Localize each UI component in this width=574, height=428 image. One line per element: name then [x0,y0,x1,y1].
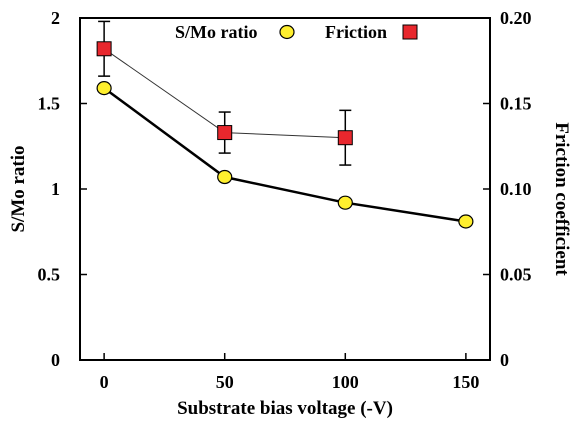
y-left-tick-label: 1.5 [38,94,61,114]
y-right-axis-label: Friction coefficient [551,122,572,276]
s-mo-ratio-line [103,87,467,223]
y-left-tick-label: 1 [51,179,60,199]
legend-marker-s-mo-ratio [279,24,295,40]
legend-marker-friction [402,24,418,40]
y-right-tick-label: 0.05 [500,265,532,285]
x-tick-label: 150 [452,372,479,392]
s-mo-ratio-point [458,214,474,229]
legend-label-friction: Friction [325,22,387,42]
friction-point [337,130,353,146]
s-mo-ratio-point [217,169,233,185]
x-tick-label: 50 [216,372,234,392]
y-right-tick-label: 0 [500,350,509,370]
y-right-tick-label: 0.20 [500,8,532,28]
s-mo-ratio-point [96,81,112,96]
x-tick-label: 100 [332,372,359,392]
legend-label-s-mo-ratio: S/Mo ratio [175,22,258,42]
x-axis-label: Substrate bias voltage (-V) [177,398,393,419]
s-mo-ratio-point [337,195,353,210]
y-right-tick-label: 0.10 [500,179,532,199]
y-left-tick-label: 0.5 [38,265,61,285]
y-left-tick-label: 2 [51,8,60,28]
friction-point [217,125,233,141]
friction-point [96,41,112,57]
y-left-tick-label: 0 [51,350,60,370]
y-left-axis-label: S/Mo ratio [8,145,29,232]
y-right-tick-label: 0.15 [500,94,532,114]
x-tick-label: 0 [100,372,109,392]
